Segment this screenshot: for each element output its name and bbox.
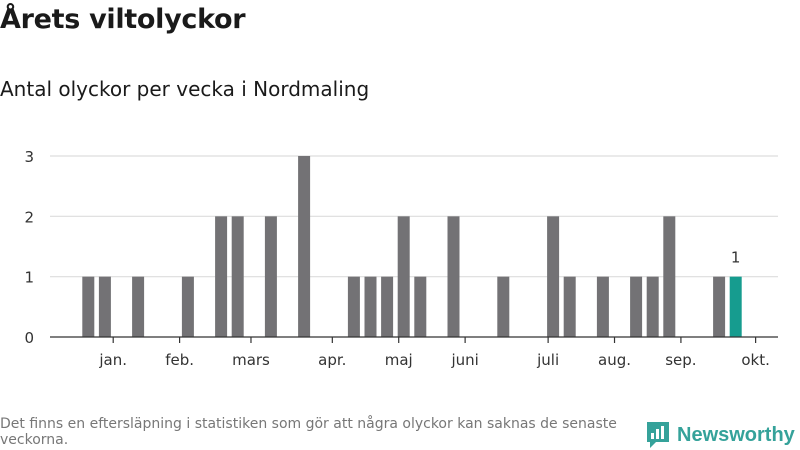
data-labels: 1 [731, 249, 741, 267]
bar [563, 276, 576, 337]
y-tick-label: 2 [24, 208, 34, 226]
bar [364, 276, 377, 337]
footnote: Det finns en eftersläpning i statistiken… [0, 416, 617, 448]
x-tick-label: okt. [741, 351, 770, 369]
chart-subtitle: Antal olyckor per vecka i Nordmaling [0, 77, 370, 101]
x-tick-label: aug. [598, 351, 631, 369]
x-tick-label: sep. [665, 351, 696, 369]
chart-title: Årets viltolyckor [0, 4, 246, 35]
x-tick-label: feb. [165, 351, 194, 369]
bar [264, 216, 277, 337]
y-axis-labels: 0 1 2 3 [24, 148, 34, 347]
bar [98, 276, 111, 337]
highlight-data-label: 1 [731, 249, 741, 267]
newsworthy-logo: Newsworthy [645, 420, 795, 450]
bar [82, 276, 95, 337]
bar [547, 216, 560, 337]
bar-highlight [729, 276, 742, 337]
x-tick-label: juli [536, 351, 559, 369]
bar [215, 216, 228, 337]
newsworthy-logo-text: Newsworthy [677, 423, 795, 446]
x-tick-label: juni [450, 351, 478, 369]
bar [447, 216, 460, 337]
y-tick-label: 0 [24, 329, 34, 347]
bar [132, 276, 145, 337]
bar [231, 216, 244, 337]
bar [414, 276, 427, 337]
bar [381, 276, 394, 337]
y-tick-label: 3 [24, 148, 34, 166]
bar-chart: 0 1 2 3 jan. feb. mars apr. maj juni juli aug. sep.… [24, 148, 778, 369]
bar [181, 276, 194, 337]
bar [630, 276, 643, 337]
bar [347, 276, 360, 337]
x-tick-label: mars [232, 351, 270, 369]
bar [298, 156, 311, 337]
x-tick-label: apr. [318, 351, 346, 369]
bar [646, 276, 659, 337]
bar [713, 276, 726, 337]
newsworthy-logo-icon [647, 422, 669, 448]
bars [82, 156, 742, 337]
y-tick-label: 1 [24, 269, 34, 287]
x-axis: jan. feb. mars apr. maj juni juli aug. sep. okt. [50, 336, 778, 369]
bar [497, 276, 510, 337]
bar [663, 216, 676, 337]
x-tick-label: maj [385, 351, 413, 369]
bar [397, 216, 410, 337]
x-tick-label: jan. [98, 351, 127, 369]
bar [596, 276, 609, 337]
